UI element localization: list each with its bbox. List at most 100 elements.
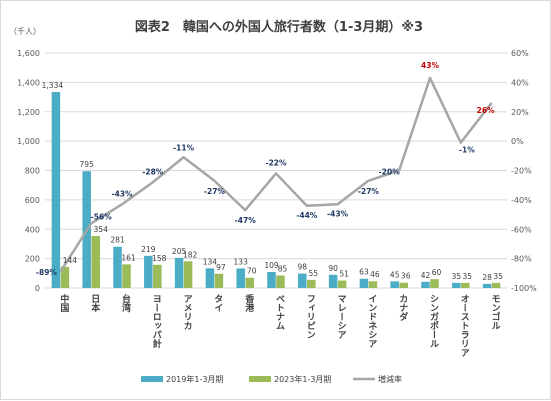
y-axis-unit-label: （千人） <box>9 26 41 36</box>
bar-2019 <box>175 258 184 288</box>
y2-tick-label: 40% <box>511 78 529 87</box>
y2-tick-label: -40% <box>511 196 532 205</box>
bar-2023-label: 85 <box>278 265 288 274</box>
bar-2023-label: 51 <box>339 270 349 279</box>
bar-2023-label: 46 <box>370 270 380 279</box>
y-tick-label: 800 <box>25 167 40 176</box>
bar-2019 <box>421 282 430 288</box>
x-tick-label: 日本 <box>89 294 100 313</box>
bar-2019-label: 134 <box>203 257 218 266</box>
percent-label: -20% <box>379 168 401 177</box>
legend: 2019年1-3月期 2023年1-3月期 増減率 <box>141 374 402 384</box>
legend-swatch <box>249 376 271 382</box>
bar-2019 <box>206 268 215 288</box>
bar-2019 <box>298 274 307 288</box>
bar-2019-label: 1,334 <box>42 81 64 90</box>
y-tick-label: 600 <box>25 196 40 205</box>
y2-tick-label: 0% <box>511 137 524 146</box>
bar-2019 <box>236 268 245 288</box>
legend-label: 2019年1-3月期 <box>166 374 223 384</box>
bar-2023 <box>245 278 254 288</box>
bar-2023 <box>184 261 193 288</box>
x-tick-label: タイ <box>212 294 223 312</box>
y2-axis-ticks: -100% -80% -60% -40% -20% 0% 20% 40% 60% <box>511 49 537 293</box>
bar-2019-label: 45 <box>390 270 400 279</box>
bar-2019 <box>52 92 61 288</box>
bar-2023-label: 35 <box>463 272 473 281</box>
y-tick-label: 0 <box>35 284 40 293</box>
bar-2023 <box>307 280 316 288</box>
y-tick-label: 1,600 <box>17 49 40 58</box>
y2-tick-label: 20% <box>511 108 529 117</box>
bar-2019-label: 109 <box>264 261 279 270</box>
bar-2023 <box>430 279 439 288</box>
bar-2023 <box>461 283 470 288</box>
bar-2023-label: 36 <box>401 272 411 281</box>
bar-2023-label: 97 <box>216 263 226 272</box>
bar-2023 <box>91 236 100 288</box>
x-tick-label: オーストラリア <box>459 294 470 357</box>
bar-2023-label: 354 <box>94 225 109 234</box>
bar-2019 <box>452 283 461 288</box>
bar-2019-label: 35 <box>452 272 462 281</box>
bar-2023 <box>369 281 378 288</box>
legend-label: 増減率 <box>378 374 402 384</box>
bar-2019-label: 281 <box>110 236 125 245</box>
y-tick-label: 400 <box>25 225 40 234</box>
percent-label: -44% <box>296 211 318 220</box>
bar-2023 <box>215 274 224 288</box>
y2-tick-label: -100% <box>511 284 537 293</box>
percent-label: -43% <box>327 209 349 218</box>
bar-2019 <box>267 272 276 288</box>
bar-2019-label: 98 <box>298 263 308 272</box>
bar-2023 <box>399 283 408 288</box>
x-tick-label: シンガポール <box>428 294 439 348</box>
bar-2023 <box>276 276 285 288</box>
bar-2023-label: 144 <box>63 256 78 265</box>
y2-tick-label: -20% <box>511 167 532 176</box>
y2-tick-label: -60% <box>511 225 532 234</box>
percent-label: -1% <box>459 146 475 155</box>
bar-2019-label: 795 <box>80 160 95 169</box>
bar-2023-label: 60 <box>432 268 442 277</box>
bar-2019-label: 42 <box>421 271 431 280</box>
percent-label: -27% <box>204 187 226 196</box>
y-tick-label: 1,400 <box>17 78 40 87</box>
percent-label: -89% <box>36 268 58 277</box>
bar-2023-label: 70 <box>247 267 257 276</box>
x-tick-label: アメリカ <box>182 294 193 330</box>
bar-2019-label: 63 <box>359 268 369 277</box>
bar-2023 <box>492 283 501 288</box>
legend-swatch <box>141 376 163 382</box>
x-tick-label: インドネシア <box>366 294 377 348</box>
x-tick-label: 香港 <box>243 293 255 313</box>
percent-label: -56% <box>91 212 113 221</box>
percent-label: -11% <box>173 143 195 152</box>
bar-2019 <box>390 281 399 288</box>
y2-tick-label: -80% <box>511 255 532 264</box>
bar-2019 <box>329 275 338 288</box>
bar-2019-label: 28 <box>482 273 492 282</box>
x-tick-label: モンゴル <box>490 294 501 330</box>
y2-tick-label: 60% <box>511 49 529 58</box>
bar-2019-label: 133 <box>234 257 249 266</box>
chart-title: 図表2 韓国への外国人旅行者数（1-3月期）※3 <box>135 19 423 35</box>
percent-label: -27% <box>358 187 380 196</box>
change-rate-polyline <box>60 78 491 272</box>
percent-label: -22% <box>265 158 287 167</box>
bar-2023-label: 161 <box>121 253 136 262</box>
y-tick-label: 1,000 <box>17 137 40 146</box>
bar-data-labels: 1,33414479535428116121915820518213497133… <box>42 81 503 282</box>
y-tick-label: 1,200 <box>17 108 40 117</box>
legend-label: 2023年1-3月期 <box>274 374 331 384</box>
percent-label: 26% <box>477 106 495 115</box>
bar-2023 <box>338 281 347 288</box>
bar-2019-label: 90 <box>328 264 338 273</box>
x-tick-label: 台湾 <box>120 293 131 313</box>
x-axis-ticks: 中国日本台湾ヨーロッパ計アメリカタイ香港ベトナムフィリピンマレーシアインドネシア… <box>58 293 500 357</box>
percent-label: 43% <box>421 61 439 70</box>
bar-2023 <box>153 265 162 288</box>
